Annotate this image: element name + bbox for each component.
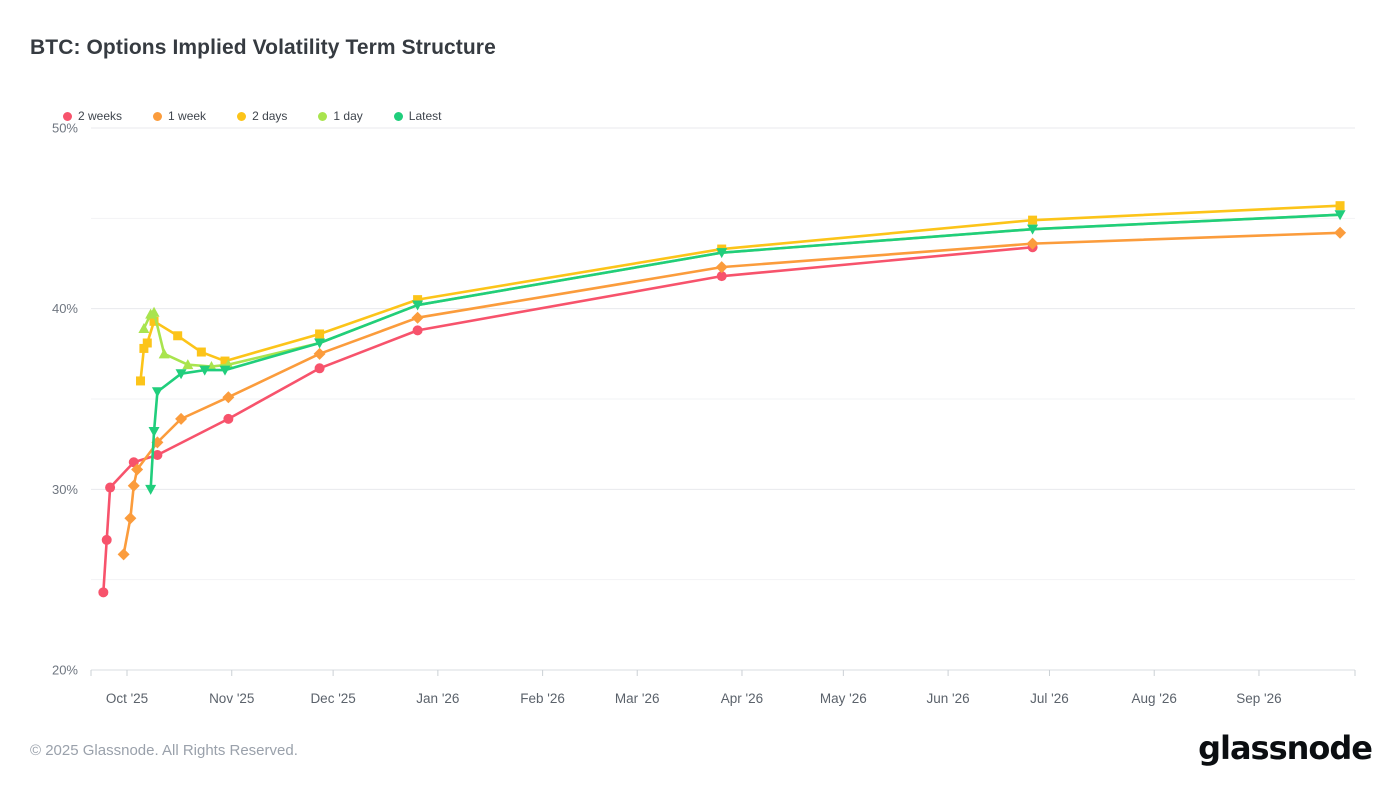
x-axis-label: Apr '26 [721, 691, 763, 706]
series-marker-2-days [1335, 201, 1345, 211]
series-marker-2-days [139, 343, 149, 353]
series-line-2-weeks [102, 245, 1034, 594]
series-marker-latest [151, 387, 163, 398]
series-marker-1-week [131, 463, 144, 476]
y-axis-label-50: 50% [52, 121, 78, 136]
chart-legend: 2 weeks 1 week 2 days 1 day Latest [63, 109, 441, 123]
series-marker-latest [145, 484, 157, 495]
series-marker-2-days [413, 295, 423, 305]
legend-item-latest[interactable]: Latest [393, 109, 442, 123]
series-marker-latest [412, 300, 424, 311]
series-marker-1-week [127, 479, 140, 492]
series-marker-2-days [196, 347, 206, 357]
series-marker-1-week [175, 412, 188, 425]
x-axis-label: Dec '25 [310, 691, 355, 706]
legend-label: 1 week [168, 109, 207, 123]
legend-item-1-day[interactable]: 1 day [318, 109, 363, 123]
x-axis-label: Nov '25 [209, 691, 254, 706]
series-marker-2-weeks [412, 325, 423, 336]
series-marker-1-day [182, 359, 194, 370]
y-axis-label-20: 20% [52, 663, 78, 678]
x-axis-label: Jul '26 [1030, 691, 1069, 706]
series-marker-latest [716, 248, 728, 259]
series-marker-1-week [313, 347, 326, 360]
series-marker-2-days [136, 376, 146, 386]
legend-item-2-days[interactable]: 2 days [237, 109, 287, 123]
series-line-1-week [122, 231, 1342, 556]
x-axis-label: Sep '26 [1236, 691, 1281, 706]
term-structure-chart: 50% 40% 30% 20% Oct '25 Nov '25 Dec '25 Jan '26… [52, 121, 1356, 706]
legend-dot-icon [237, 111, 247, 121]
legend-dot-icon [393, 111, 403, 121]
series-marker-2-weeks [105, 482, 116, 493]
legend-dot-icon [318, 111, 328, 121]
x-axis-label: Aug '26 [1132, 691, 1177, 706]
series-marker-latest [175, 369, 187, 380]
series-marker-1-week [715, 261, 728, 274]
y-axis-label-30: 30% [52, 482, 78, 497]
legend-item-1-week[interactable]: 1 week [153, 109, 206, 123]
series-marker-latest [1334, 210, 1346, 221]
series-marker-2-weeks [152, 450, 163, 461]
series-marker-latest [199, 365, 211, 376]
x-axis-label: Mar '26 [615, 691, 660, 706]
series-marker-2-weeks [98, 587, 109, 598]
series-marker-1-week [1334, 226, 1347, 239]
series-line-1-day [142, 213, 1342, 368]
x-axis-label: Jun '26 [927, 691, 970, 706]
series-marker-1-day [138, 323, 150, 334]
y-axis-label-40: 40% [52, 301, 78, 316]
legend-item-2-weeks[interactable]: 2 weeks [63, 109, 122, 123]
series-marker-1-week [117, 548, 130, 561]
series-marker-2-days [1028, 215, 1038, 225]
x-axis-label: May '26 [820, 691, 867, 706]
series-marker-latest [1027, 224, 1039, 235]
x-axis-label: Feb '26 [520, 691, 565, 706]
series-marker-2-days [149, 316, 159, 326]
series-marker-1-week [124, 512, 137, 525]
glassnode-logo: glassnode [1198, 729, 1373, 767]
series-marker-latest [219, 365, 231, 376]
x-axis-label: Jan '26 [416, 691, 459, 706]
series-line-latest [149, 213, 1342, 491]
series-marker-1-day [205, 360, 217, 371]
series-marker-2-days [142, 338, 152, 348]
page-title: BTC: Options Implied Volatility Term Str… [30, 36, 496, 59]
series-marker-2-weeks [223, 413, 234, 424]
series-marker-1-day [158, 348, 170, 359]
legend-dot-icon [153, 111, 163, 121]
series-marker-latest [148, 427, 160, 438]
legend-dot-icon [63, 111, 72, 121]
series-marker-latest [314, 338, 326, 349]
series-marker-2-days [173, 331, 183, 341]
legend-label: Latest [408, 109, 442, 123]
x-axis-label: Oct '25 [106, 691, 148, 706]
series-marker-2-weeks [101, 534, 112, 545]
legend-label: 2 days [252, 109, 288, 123]
series-marker-2-days [315, 329, 325, 339]
copyright-text: © 2025 Glassnode. All Rights Reserved. [30, 742, 298, 759]
legend-label: 1 day [333, 109, 363, 123]
legend-label: 2 weeks [78, 109, 123, 123]
series-marker-2-weeks [716, 271, 727, 282]
series-marker-2-days [220, 356, 230, 366]
series-marker-1-day [148, 306, 160, 317]
series-marker-2-weeks [314, 363, 325, 374]
series-marker-1-week [1026, 237, 1039, 250]
series-marker-1-week [222, 391, 235, 404]
series-marker-1-week [411, 311, 424, 324]
